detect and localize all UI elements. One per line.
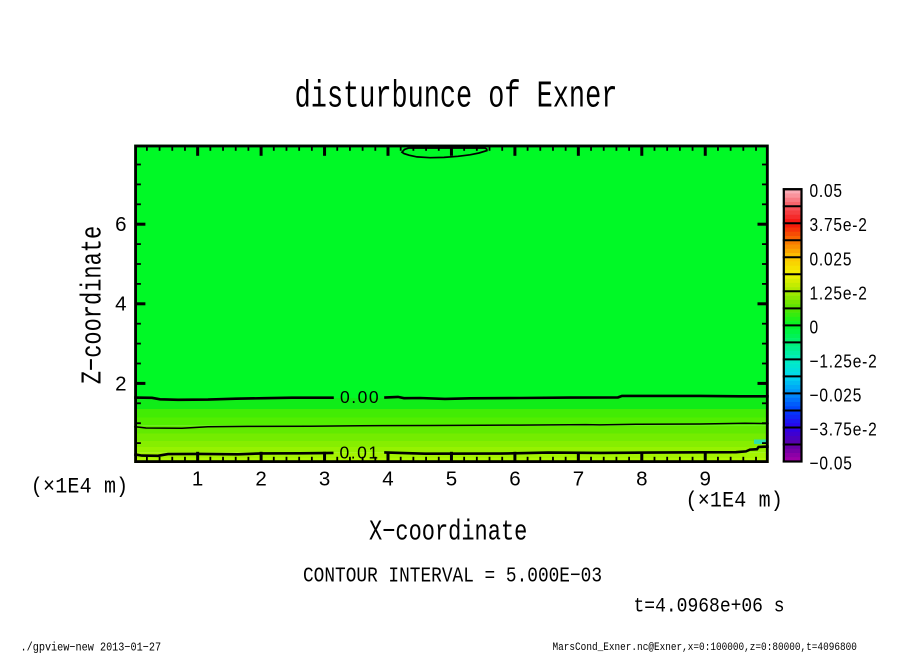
svg-text:0: 0 [810, 317, 819, 338]
svg-text:1: 1 [192, 468, 203, 491]
svg-text:6: 6 [509, 468, 520, 491]
svg-text:4: 4 [115, 293, 126, 316]
svg-text:−0.05: −0.05 [810, 453, 853, 474]
svg-text:disturbunce of Exner: disturbunce of Exner [295, 75, 618, 118]
svg-text:(×1E4 m): (×1E4 m) [686, 490, 784, 514]
svg-text:6: 6 [115, 213, 126, 236]
svg-text:9: 9 [699, 468, 710, 491]
svg-text:X−coordinate: X−coordinate [369, 516, 527, 549]
svg-text:MarsCond_Exner.nc@Exner,x=0:10: MarsCond_Exner.nc@Exner,x=0:100000,z=0:8… [553, 641, 857, 654]
svg-text:−0.025: −0.025 [810, 385, 863, 406]
svg-text:CONTOUR INTERVAL = 5.000E−03: CONTOUR INTERVAL = 5.000E−03 [303, 564, 602, 588]
svg-text:0.01: 0.01 [340, 443, 380, 463]
svg-text:0.05: 0.05 [810, 181, 843, 202]
svg-text:./gpview−new 2013−01−27: ./gpview−new 2013−01−27 [21, 642, 162, 654]
svg-text:−1.25e-2: −1.25e-2 [810, 351, 878, 372]
svg-text:0.00: 0.00 [340, 387, 380, 407]
svg-text:3.75e-2: 3.75e-2 [810, 215, 868, 236]
svg-text:Z−coordinate: Z−coordinate [77, 226, 110, 384]
svg-text:5: 5 [446, 468, 457, 491]
svg-text:2: 2 [115, 372, 126, 395]
svg-text:t=4.0968e+06 s: t=4.0968e+06 s [634, 594, 785, 617]
svg-text:7: 7 [573, 468, 584, 491]
svg-text:0.025: 0.025 [810, 249, 853, 270]
svg-text:2: 2 [255, 468, 266, 491]
svg-text:8: 8 [636, 468, 647, 491]
svg-text:(×1E4 m): (×1E4 m) [31, 476, 129, 500]
svg-text:1.25e-2: 1.25e-2 [810, 283, 868, 304]
svg-text:3: 3 [319, 468, 330, 491]
svg-text:−3.75e-2: −3.75e-2 [810, 419, 878, 440]
svg-text:4: 4 [382, 468, 393, 491]
